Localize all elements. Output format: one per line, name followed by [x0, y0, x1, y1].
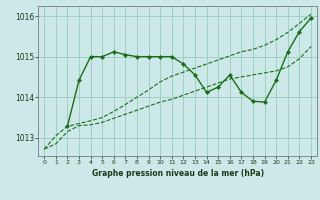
X-axis label: Graphe pression niveau de la mer (hPa): Graphe pression niveau de la mer (hPa) [92, 169, 264, 178]
